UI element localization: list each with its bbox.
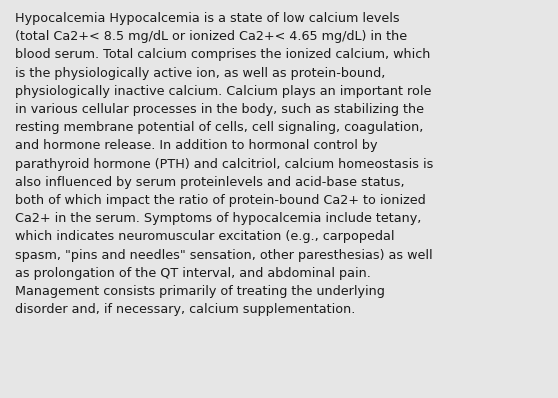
Text: Hypocalcemia Hypocalcemia is a state of low calcium levels
(total Ca2+< 8.5 mg/d: Hypocalcemia Hypocalcemia is a state of … xyxy=(15,12,434,316)
